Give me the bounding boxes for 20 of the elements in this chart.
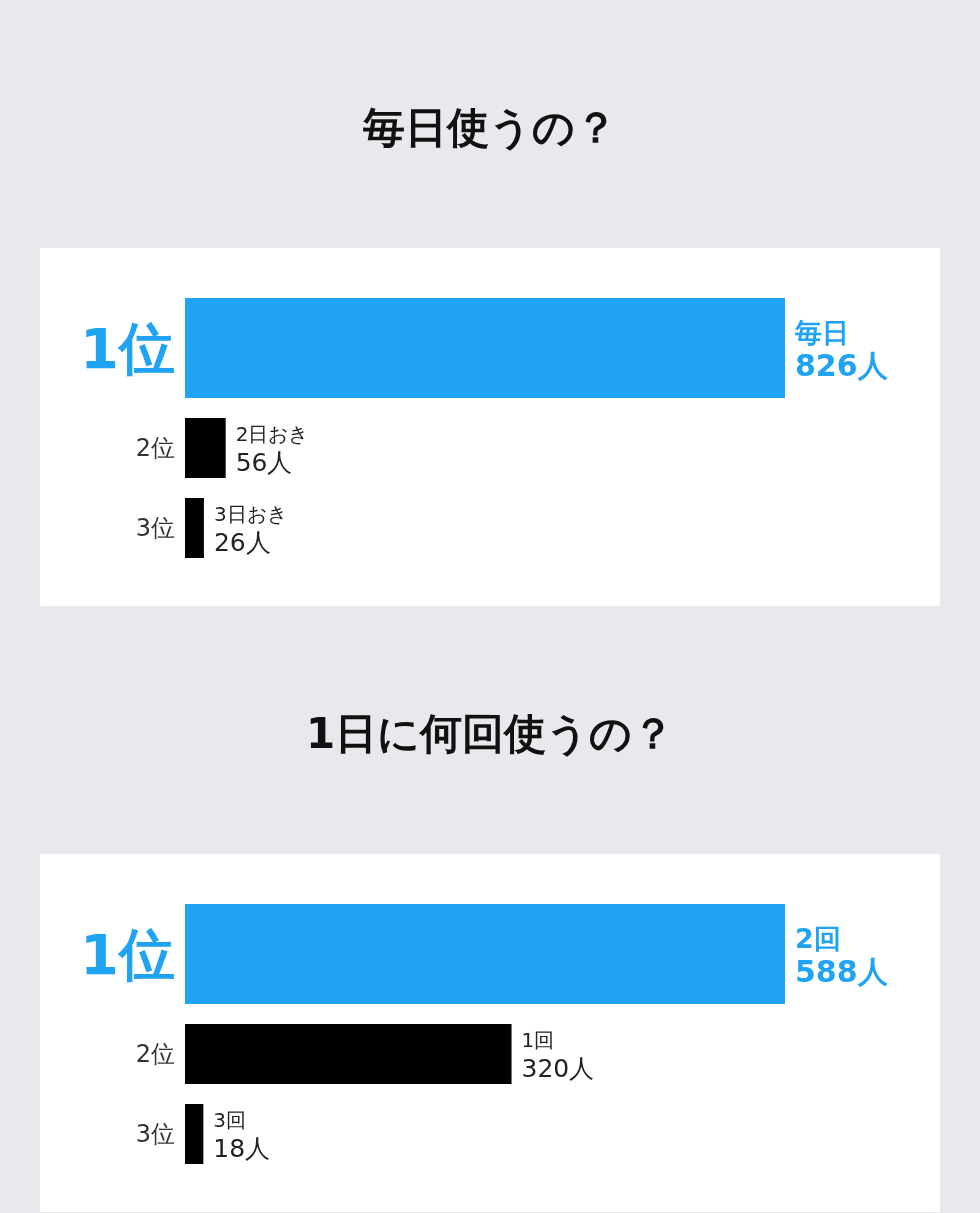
chart-title: 毎日使うの？ (362, 102, 617, 152)
annotation: 3日おき (213, 502, 287, 526)
annotation: 1回 (521, 1028, 555, 1052)
y-tick-label: 2位 (135, 1040, 175, 1068)
y-tick-label: 1位 (80, 921, 175, 987)
data-label: 588人 (795, 953, 889, 989)
y-tick-label: 3位 (135, 1120, 175, 1148)
y-tick-label: 1位 (80, 315, 175, 381)
annotation: 3回 (213, 1108, 247, 1132)
y-tick-label: 3位 (135, 514, 175, 542)
chart-title: 1日に何回使うの？ (305, 708, 675, 758)
annotation: 2回 (795, 922, 841, 954)
y-tick-label: 2位 (135, 434, 175, 462)
data-label: 56人 (235, 447, 293, 477)
data-label: 18人 (213, 1133, 271, 1163)
data-label: 26人 (213, 527, 271, 557)
annotation: 2日おき (235, 422, 309, 446)
data-label: 320人 (521, 1053, 595, 1083)
data-label: 826人 (795, 347, 889, 383)
annotation: 毎日 (794, 316, 849, 348)
